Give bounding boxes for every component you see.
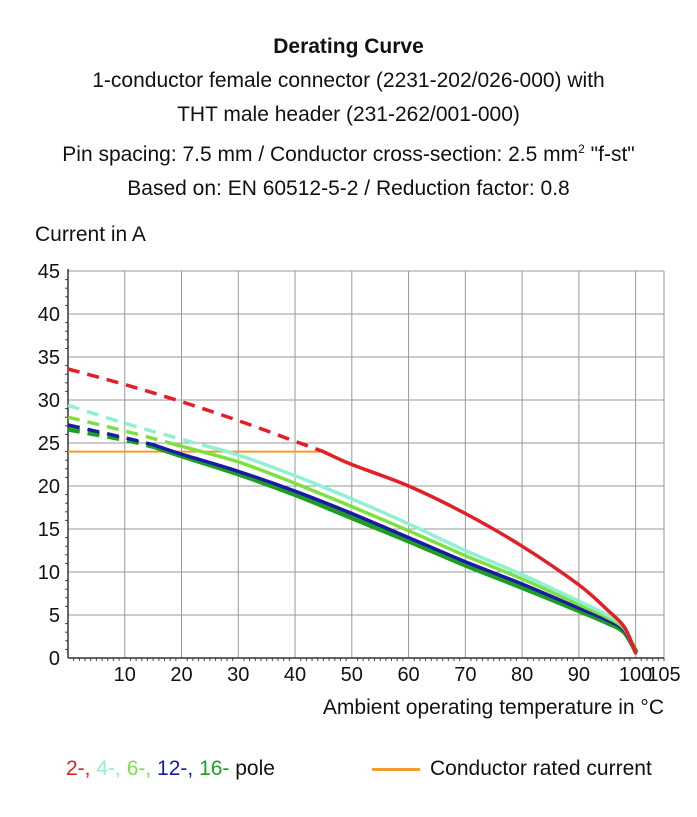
rated-current-label: Conductor rated current	[430, 757, 652, 780]
series-2-pole-dashed	[67, 367, 324, 454]
chart-subtitle-line-4: Based on: EN 60512-5-2 / Reduction facto…	[127, 177, 570, 200]
subtitle-superscript: 2	[578, 142, 585, 156]
y-tick-label-40: 40	[38, 304, 60, 326]
x-tick-label-50: 50	[341, 664, 363, 686]
chart-title: Derating Curve	[273, 35, 424, 58]
legend-rated-current: Conductor rated current	[372, 757, 652, 781]
y-tick-label-15: 15	[38, 519, 60, 541]
legend-pole-2: 6-,	[126, 757, 158, 780]
series-4-pole-solid	[202, 443, 638, 655]
y-tick-label-10: 10	[38, 562, 60, 584]
derating-chart: 0 5 10 15 20 25 30 35 40 45 10 20 30 40 50 60 70 80 90 1001…	[35, 223, 681, 719]
x-tick-label-80: 80	[511, 664, 533, 686]
y-tick-label-30: 30	[38, 390, 60, 412]
y-tick-label-0: 0	[49, 648, 60, 670]
y-tick-label-25: 25	[38, 433, 60, 455]
x-tick-label-40: 40	[284, 664, 306, 686]
y-axis-label: Current in A	[35, 223, 146, 246]
x-tick-label-100: 100	[619, 664, 652, 686]
legend-pole-suffix: pole	[235, 757, 275, 780]
chart-title-block: Derating Curve 1-conductor female connec…	[0, 30, 697, 206]
y-tick-label-5: 5	[49, 605, 60, 627]
legend-pole-4: 16-	[199, 757, 236, 780]
series-16-pole-solid	[150, 443, 639, 654]
x-tick-label-70: 70	[454, 664, 476, 686]
chart-axes	[65, 269, 665, 661]
x-axis-label: Ambient operating temperature in °C	[323, 696, 664, 719]
y-tick-label-20: 20	[38, 476, 60, 498]
series-16-pole-dashed	[67, 426, 154, 449]
series-12-pole-dashed	[67, 423, 154, 447]
series-2-pole-solid	[321, 449, 638, 655]
legend-pole-1: 4-,	[96, 757, 127, 780]
tick-labels: 0 5 10 15 20 25 30 35 40 45 10 20 30 40 50 60 70 80 90 1001…	[38, 261, 681, 686]
rated-current-swatch	[372, 767, 420, 771]
chart-subtitle-line-2: THT male header (231-262/001-000)	[177, 103, 520, 126]
subtitle-pin-spacing: Pin spacing: 7.5 mm / Conductor cross-se…	[62, 143, 579, 166]
series-6-pole-solid	[174, 442, 638, 655]
series-12-pole-solid	[151, 442, 638, 655]
x-tick-label-30: 30	[227, 664, 249, 686]
legend-pole-0: 2-,	[66, 757, 97, 780]
chart-grid	[68, 270, 665, 658]
x-tick-label-105: 105	[647, 664, 680, 686]
subtitle-suffix: "f-st"	[584, 143, 635, 166]
x-tick-label-10: 10	[114, 664, 136, 686]
chart-series	[67, 367, 639, 655]
series-6-pole-dashed	[67, 415, 177, 447]
y-tick-label-45: 45	[38, 261, 60, 283]
y-tick-label-35: 35	[38, 347, 60, 369]
x-tick-label-20: 20	[170, 664, 192, 686]
series-4-pole-dashed	[67, 403, 205, 448]
x-tick-label-60: 60	[397, 664, 419, 686]
chart-subtitle-line-3: Pin spacing: 7.5 mm / Conductor cross-se…	[0, 132, 697, 172]
x-tick-label-90: 90	[568, 664, 590, 686]
chart-subtitle-line-1: 1-conductor female connector (2231-202/0…	[92, 69, 605, 92]
legend-poles: 2-, 4-, 6-, 12-, 16- pole	[66, 757, 275, 781]
legend-pole-3: 12-,	[157, 757, 200, 780]
